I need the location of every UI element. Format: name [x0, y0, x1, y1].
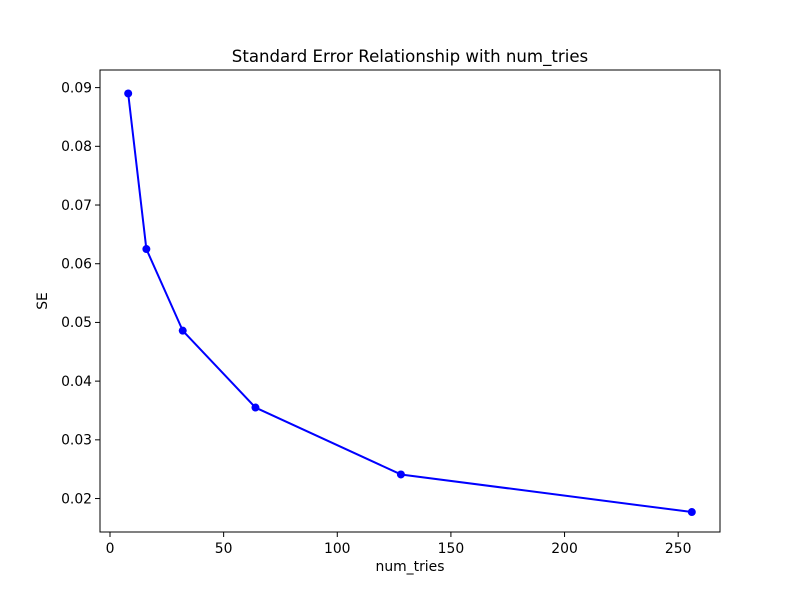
y-tick-label: 0.03	[61, 433, 92, 449]
x-tick-label: 100	[324, 541, 351, 557]
data-point-marker	[178, 326, 187, 335]
plot-area	[99, 69, 721, 533]
y-tick-label: 0.06	[61, 257, 92, 273]
x-axis: 0 50 100 150 200 250	[106, 532, 692, 557]
data-point-marker	[251, 403, 260, 412]
y-tick-label: 0.09	[61, 80, 92, 96]
y-axis-label: SE	[35, 292, 51, 310]
y-tick-label: 0.07	[61, 198, 92, 214]
data-point-marker	[124, 89, 133, 98]
data-point-marker	[142, 245, 151, 254]
x-tick-label: 0	[106, 541, 115, 557]
y-tick-label: 0.04	[61, 374, 92, 390]
data-line	[127, 92, 693, 514]
y-axis: 0.02 0.03 0.04 0.05 0.06 0.07 0.08 0.09	[61, 80, 100, 507]
x-axis-label: num_tries	[376, 559, 445, 575]
data-point-marker	[396, 470, 405, 479]
x-tick-label: 150	[438, 541, 465, 557]
x-tick-label: 50	[215, 541, 233, 557]
x-tick-label: 250	[665, 541, 692, 557]
y-tick-label: 0.02	[61, 491, 92, 507]
data-point-marker	[687, 508, 696, 517]
y-tick-label: 0.05	[61, 315, 92, 331]
data-series	[124, 89, 696, 517]
y-tick-label: 0.08	[61, 139, 92, 155]
x-tick-label: 200	[551, 541, 578, 557]
chart-title: Standard Error Relationship with num_tri…	[232, 47, 588, 67]
